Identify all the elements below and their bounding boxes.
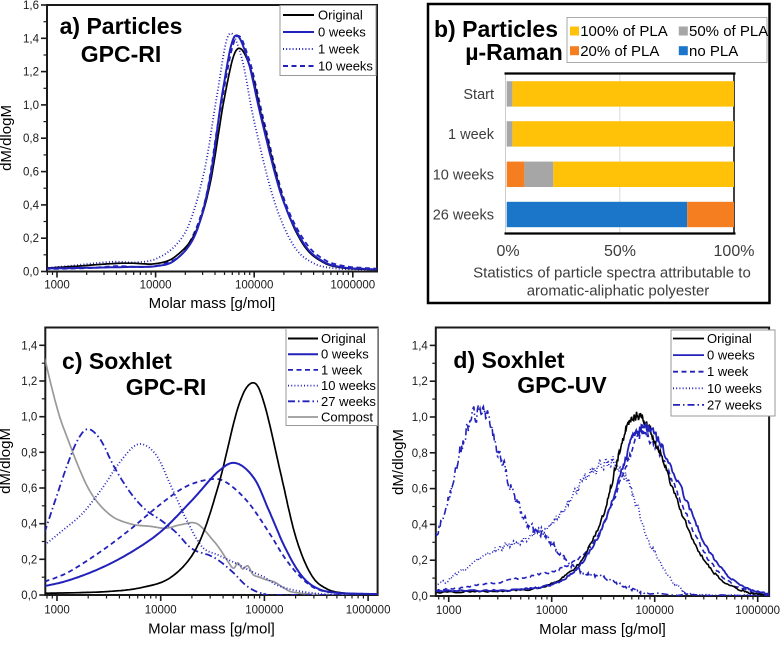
- svg-text:1,2: 1,2: [21, 376, 37, 388]
- svg-text:1 week: 1 week: [707, 364, 749, 379]
- svg-text:26 weeks: 26 weeks: [433, 208, 494, 224]
- svg-text:1,4: 1,4: [412, 340, 429, 352]
- svg-text:0,2: 0,2: [21, 554, 37, 566]
- svg-text:100000: 100000: [245, 605, 283, 617]
- svg-text:Statistics of particle spectra: Statistics of particle spectra attributa…: [473, 265, 751, 282]
- svg-text:b) Particles: b) Particles: [434, 16, 558, 42]
- svg-text:0,0: 0,0: [21, 590, 37, 602]
- svg-text:1,6: 1,6: [23, 0, 39, 12]
- svg-text:10 weeks: 10 weeks: [707, 381, 762, 396]
- svg-text:100%: 100%: [714, 243, 755, 260]
- svg-text:27 weeks: 27 weeks: [321, 394, 376, 409]
- svg-text:0,4: 0,4: [23, 200, 40, 212]
- svg-text:0,4: 0,4: [412, 519, 429, 531]
- svg-text:Molar mass [g/mol]: Molar mass [g/mol]: [539, 621, 666, 638]
- svg-text:1000: 1000: [44, 280, 70, 292]
- svg-text:GPC-RI: GPC-RI: [126, 374, 207, 400]
- svg-text:0,4: 0,4: [21, 519, 38, 531]
- svg-text:0 weeks: 0 weeks: [321, 347, 369, 362]
- svg-text:0,8: 0,8: [412, 448, 428, 460]
- svg-text:GPC-RI: GPC-RI: [81, 41, 162, 67]
- svg-text:0,6: 0,6: [412, 484, 428, 496]
- svg-text:µ-Raman: µ-Raman: [465, 39, 563, 65]
- svg-text:0,8: 0,8: [21, 447, 37, 459]
- svg-text:1,2: 1,2: [23, 67, 39, 79]
- svg-text:0,8: 0,8: [23, 133, 39, 145]
- svg-text:10 weeks: 10 weeks: [433, 167, 494, 183]
- svg-text:1000000: 1000000: [330, 280, 375, 292]
- svg-text:dM/dlogM: dM/dlogM: [0, 105, 15, 171]
- svg-text:c) Soxhlet: c) Soxhlet: [62, 348, 172, 374]
- svg-text:1,0: 1,0: [21, 412, 37, 424]
- svg-text:aromatic-aliphatic polyester: aromatic-aliphatic polyester: [527, 283, 710, 300]
- svg-text:dM/dlogM: dM/dlogM: [390, 429, 407, 495]
- svg-text:10 weeks: 10 weeks: [321, 378, 376, 393]
- svg-text:1000000: 1000000: [346, 605, 391, 617]
- svg-text:1000000: 1000000: [735, 605, 780, 617]
- svg-text:d) Soxhlet: d) Soxhlet: [453, 347, 565, 373]
- svg-text:0,6: 0,6: [21, 483, 37, 495]
- svg-text:10000: 10000: [145, 605, 177, 617]
- svg-text:100% of PLA: 100% of PLA: [580, 23, 668, 40]
- svg-text:50%: 50%: [604, 243, 636, 260]
- svg-text:1 week: 1 week: [321, 362, 363, 377]
- svg-text:0 weeks: 0 weeks: [318, 25, 366, 40]
- svg-text:10 weeks: 10 weeks: [318, 59, 373, 74]
- svg-text:1000: 1000: [44, 605, 70, 617]
- svg-text:0,2: 0,2: [23, 233, 39, 245]
- svg-text:0%: 0%: [496, 243, 519, 260]
- svg-text:100000: 100000: [235, 280, 273, 292]
- svg-text:dM/dlogM: dM/dlogM: [0, 428, 14, 494]
- svg-text:27 weeks: 27 weeks: [707, 397, 762, 412]
- svg-text:Compost: Compost: [321, 410, 373, 425]
- svg-text:10000: 10000: [140, 280, 172, 292]
- svg-text:1,4: 1,4: [21, 340, 38, 352]
- svg-text:Original: Original: [318, 8, 363, 23]
- svg-text:1 week: 1 week: [318, 42, 360, 57]
- svg-text:no PLA: no PLA: [689, 43, 738, 60]
- svg-text:10000: 10000: [536, 605, 568, 617]
- svg-text:GPC-UV: GPC-UV: [517, 372, 607, 398]
- svg-text:20% of PLA: 20% of PLA: [580, 43, 659, 60]
- svg-text:1,4: 1,4: [23, 33, 40, 45]
- svg-text:Original: Original: [321, 331, 366, 346]
- svg-text:50% of PLA: 50% of PLA: [689, 23, 768, 40]
- svg-text:1,0: 1,0: [23, 100, 39, 112]
- svg-text:0,6: 0,6: [23, 167, 39, 179]
- svg-text:100000: 100000: [636, 605, 674, 617]
- svg-text:1,0: 1,0: [412, 412, 428, 424]
- svg-text:a) Particles: a) Particles: [60, 13, 183, 39]
- svg-text:0 weeks: 0 weeks: [707, 348, 755, 363]
- svg-text:Molar mass [g/mol]: Molar mass [g/mol]: [148, 621, 275, 638]
- svg-text:1,2: 1,2: [412, 376, 428, 388]
- svg-text:Molar mass [g/mol]: Molar mass [g/mol]: [149, 295, 276, 312]
- svg-text:1000: 1000: [436, 605, 462, 617]
- svg-text:0,2: 0,2: [412, 555, 428, 567]
- svg-text:1 week: 1 week: [448, 127, 495, 143]
- svg-text:0,0: 0,0: [23, 267, 39, 279]
- svg-text:Start: Start: [463, 87, 494, 103]
- svg-text:0,0: 0,0: [412, 591, 428, 603]
- svg-text:Original: Original: [707, 331, 752, 346]
